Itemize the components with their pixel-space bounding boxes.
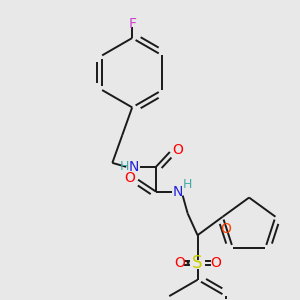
Text: F: F <box>128 17 136 31</box>
Text: O: O <box>172 143 183 157</box>
Text: O: O <box>174 256 185 270</box>
Text: S: S <box>192 254 203 272</box>
Text: H: H <box>183 178 192 191</box>
Text: O: O <box>210 256 221 270</box>
Text: H: H <box>120 160 129 173</box>
Text: O: O <box>220 222 231 236</box>
Text: N: N <box>172 184 183 199</box>
Text: O: O <box>124 171 135 185</box>
Text: N: N <box>129 160 139 174</box>
